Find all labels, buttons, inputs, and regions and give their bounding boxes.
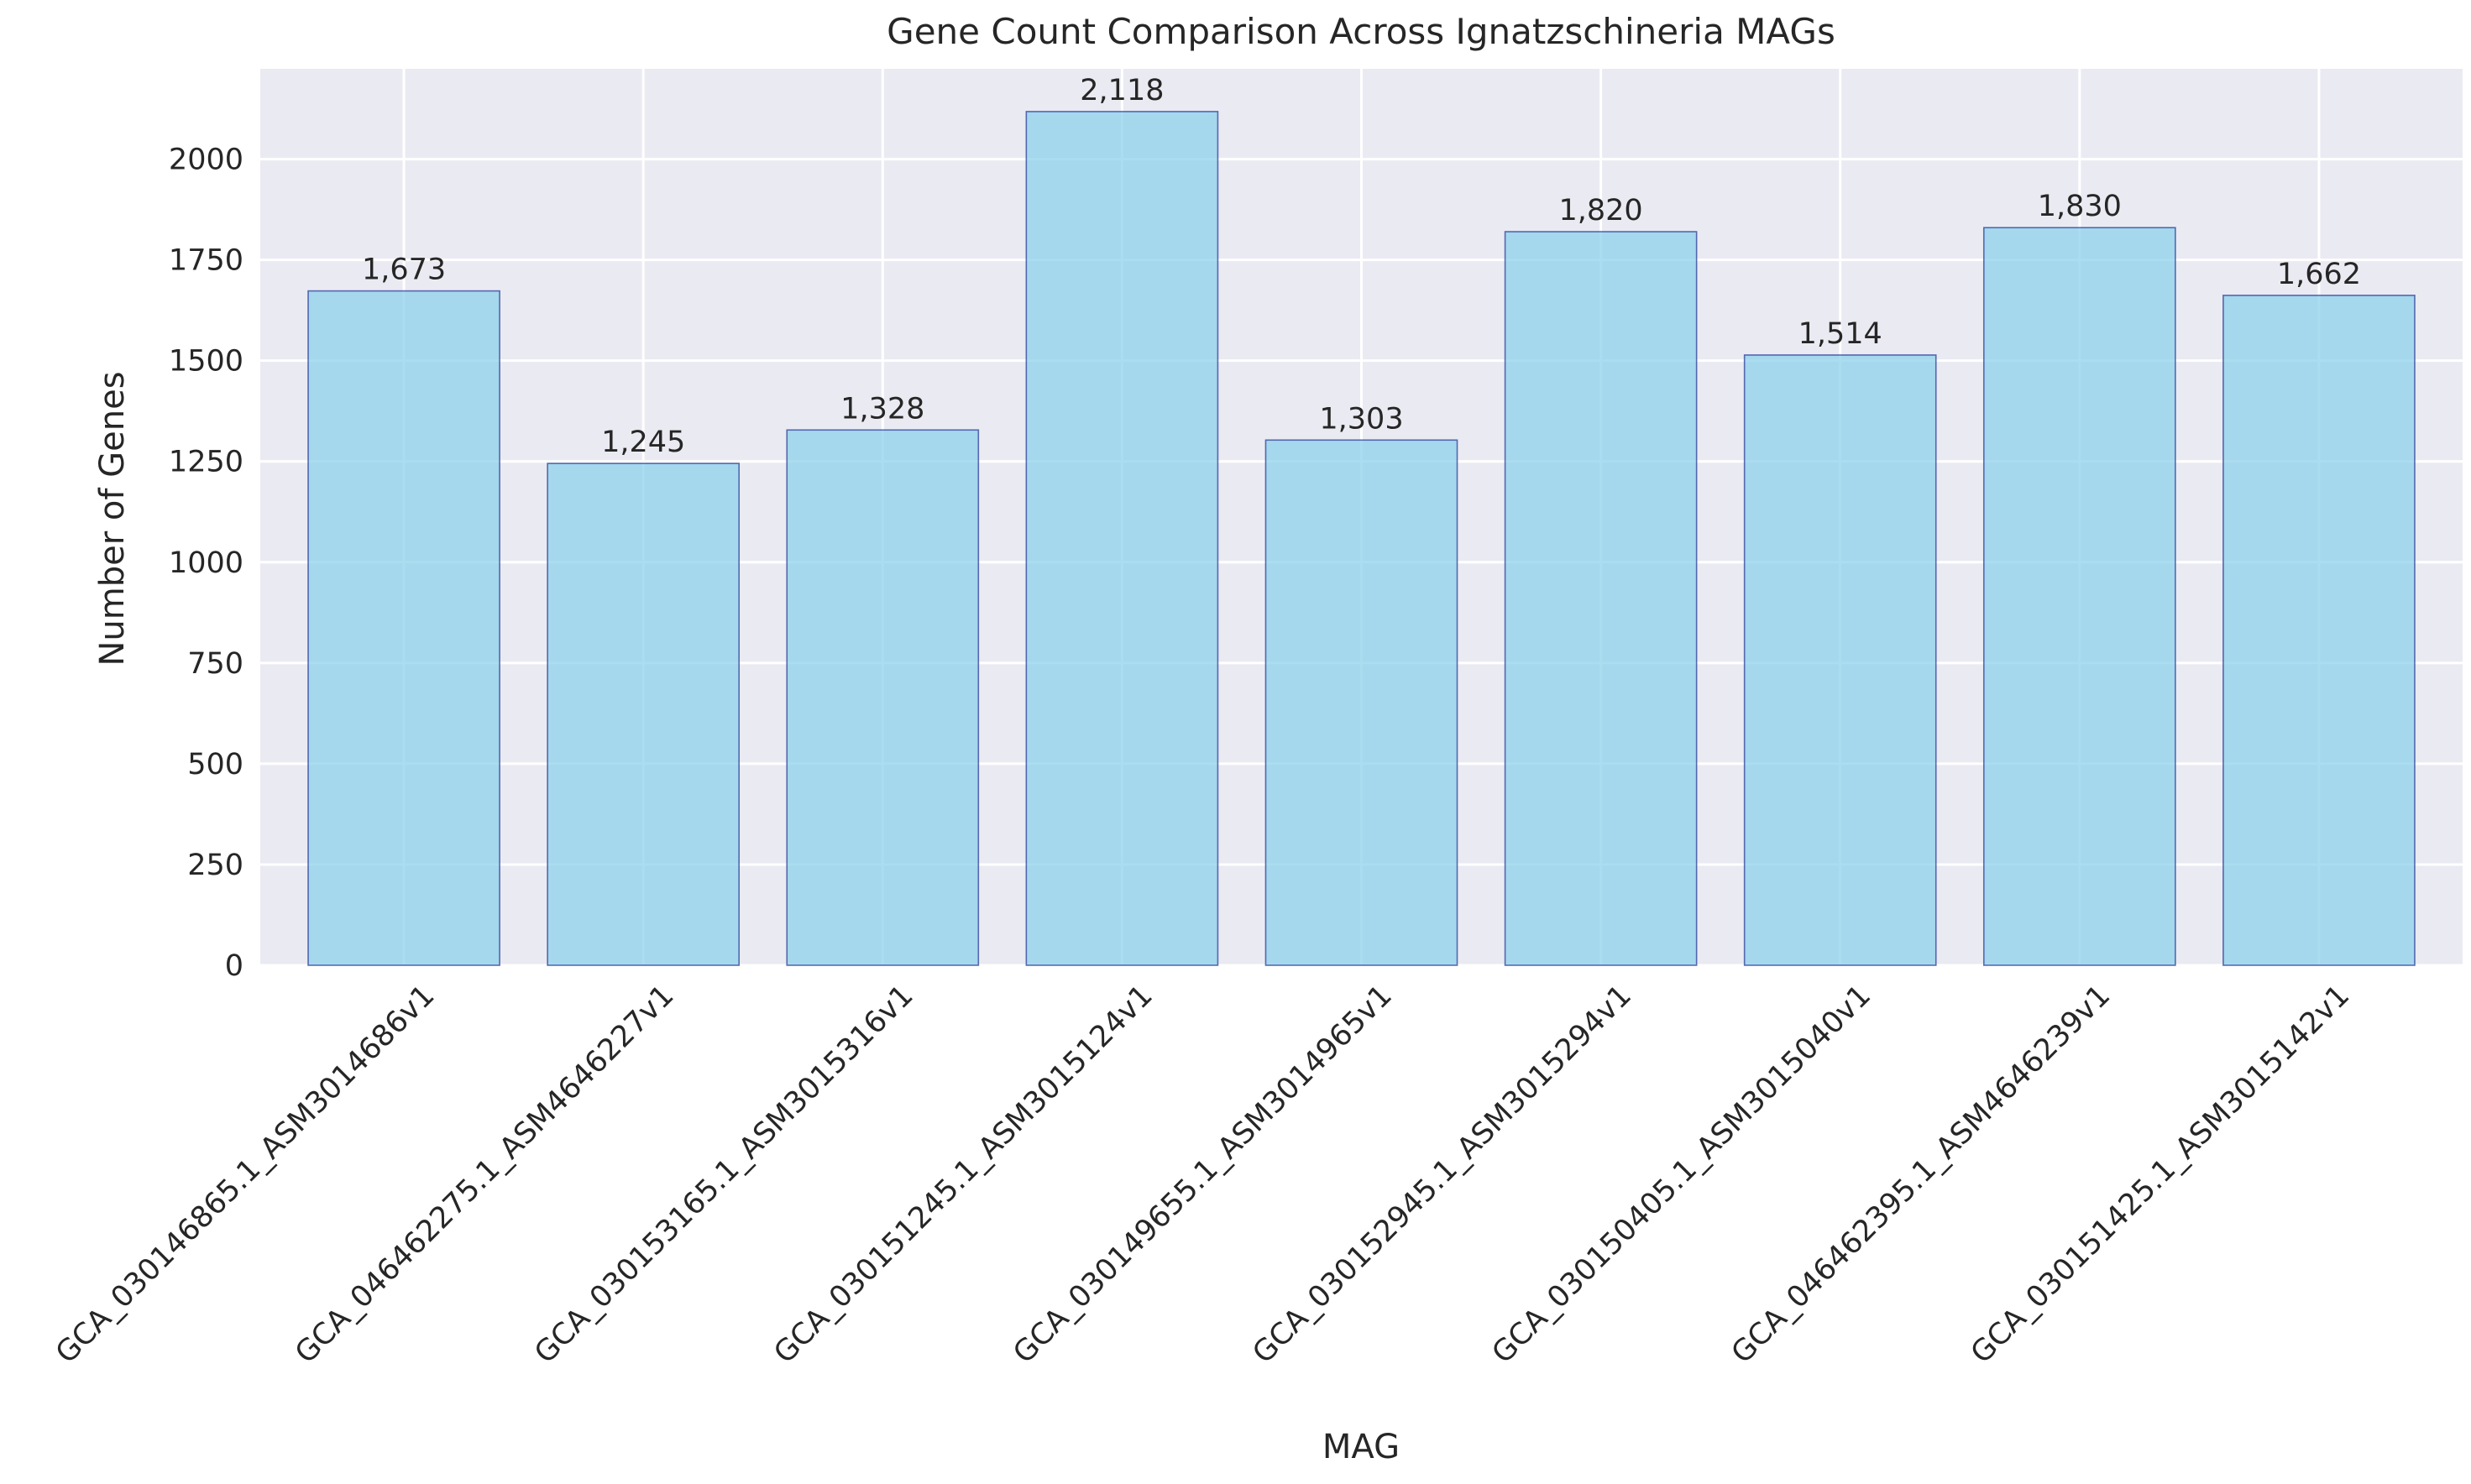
- y-axis-label: Number of Genes: [93, 371, 132, 666]
- y-tick-label-7: 1750: [169, 244, 243, 278]
- bar-value-labels: 1,673 1,245 1,328 2,118 1,303 1,820 1,514 1,830…: [362, 74, 2361, 459]
- x-tick-label-2: GCA_030153165.1_ASM3015316v1: [528, 979, 919, 1370]
- y-tick-label-5: 1250: [169, 446, 243, 479]
- bar-1: [547, 462, 741, 966]
- bar-value-label-4: 1,303: [1319, 402, 1403, 436]
- bar-value-label-7: 1,830: [2038, 190, 2122, 223]
- bar-value-label-0: 1,673: [362, 253, 446, 287]
- y-tick-label-3: 750: [187, 647, 243, 681]
- bar-0: [307, 290, 500, 966]
- y-tick-label-1: 250: [187, 849, 243, 882]
- bar-4: [1264, 439, 1458, 966]
- x-axis-label: MAG: [1322, 1428, 1400, 1466]
- x-tick-label-5: GCA_030152945.1_ASM3015294v1: [1247, 979, 1638, 1370]
- bar-6: [1743, 354, 1937, 966]
- x-tick-label-8: GCA_030151425.1_ASM3015142v1: [1965, 979, 2356, 1370]
- bars: [307, 111, 2416, 966]
- y-tick-label-0: 0: [225, 949, 243, 983]
- bar-value-label-2: 1,328: [840, 392, 924, 426]
- bar-7: [1982, 227, 2176, 966]
- bar-2: [786, 429, 980, 966]
- chart-title: Gene Count Comparison Across Ignatzschin…: [887, 11, 1835, 52]
- x-tick-label-1: GCA_046462275.1_ASM4646227v1: [289, 979, 680, 1370]
- x-tick-label-3: GCA_030151245.1_ASM3015124v1: [767, 979, 1159, 1370]
- bar-value-label-5: 1,820: [1559, 194, 1643, 227]
- bar-value-label-6: 1,514: [1798, 317, 1882, 351]
- y-tick-label-8: 2000: [169, 144, 243, 177]
- y-tick-label-4: 1000: [169, 546, 243, 580]
- bar-value-label-1: 1,245: [601, 426, 685, 459]
- bar-8: [2222, 295, 2416, 966]
- x-tick-label-4: GCA_030149655.1_ASM3014965v1: [1008, 979, 1399, 1370]
- bar-5: [1504, 231, 1698, 966]
- x-tick-label-0: GCA_030146865.1_ASM3014686v1: [50, 979, 441, 1370]
- bar-3: [1025, 111, 1219, 966]
- bar-value-label-3: 2,118: [1080, 74, 1164, 107]
- bar-value-label-8: 1,662: [2277, 258, 2361, 291]
- y-axis-ticks: 0 250 500 750 1000 1250 1500 1750 2000: [169, 144, 243, 983]
- y-tick-label-6: 1500: [169, 345, 243, 379]
- x-tick-label-7: GCA_046462395.1_ASM4646239v1: [1725, 979, 2117, 1370]
- x-axis-ticks: GCA_030146865.1_ASM3014686v1GCA_04646227…: [50, 979, 2356, 1370]
- y-tick-label-2: 500: [187, 748, 243, 781]
- x-tick-label-6: GCA_030150405.1_ASM3015040v1: [1486, 979, 1877, 1370]
